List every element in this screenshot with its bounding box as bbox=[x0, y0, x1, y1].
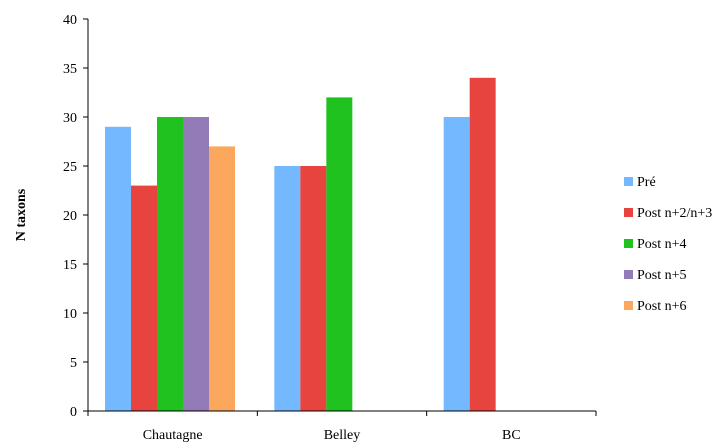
bar bbox=[157, 117, 183, 411]
bars-group bbox=[105, 77, 496, 412]
y-tick-label: 35 bbox=[63, 62, 77, 77]
y-ticks-group: 0 5 10 15 20 25 30 35 40 bbox=[63, 13, 88, 420]
legend-label: Post n+5 bbox=[637, 268, 687, 283]
legend-swatch bbox=[624, 177, 633, 186]
legend-label: Pré bbox=[637, 175, 656, 190]
y-tick-label: 25 bbox=[63, 160, 77, 175]
legend-swatch bbox=[624, 239, 633, 248]
x-category-label: Belley bbox=[324, 428, 361, 443]
y-axis-title: N taxons bbox=[14, 188, 29, 241]
bar bbox=[300, 166, 327, 411]
y-tick-label: 15 bbox=[63, 258, 77, 273]
x-category-label: BC bbox=[502, 428, 521, 443]
bar bbox=[274, 166, 301, 411]
y-tick-label: 10 bbox=[63, 307, 77, 322]
legend-label: Post n+6 bbox=[637, 299, 687, 314]
y-tick-label: 40 bbox=[63, 13, 77, 28]
y-tick-label: 0 bbox=[70, 405, 77, 420]
bar bbox=[105, 126, 131, 412]
legend: Pré Post n+2/n+3 Post n+4 Post n+5 Post n+6 bbox=[624, 175, 712, 314]
bar bbox=[326, 97, 353, 412]
legend-swatch bbox=[624, 270, 633, 279]
y-tick-label: 5 bbox=[70, 356, 77, 371]
y-tick-label: 30 bbox=[63, 111, 77, 126]
legend-label: Post n+4 bbox=[637, 237, 687, 252]
x-categories-group: Chautagne Belley BC bbox=[87, 411, 597, 443]
bar bbox=[469, 77, 496, 412]
bar bbox=[183, 117, 209, 411]
y-tick-label: 20 bbox=[63, 209, 77, 224]
bar bbox=[443, 117, 470, 411]
x-category-label: Chautagne bbox=[143, 428, 203, 443]
legend-swatch bbox=[624, 301, 633, 310]
legend-swatch bbox=[624, 208, 633, 217]
bar bbox=[131, 185, 157, 411]
legend-label: Post n+2/n+3 bbox=[637, 206, 712, 221]
bar bbox=[209, 146, 235, 411]
